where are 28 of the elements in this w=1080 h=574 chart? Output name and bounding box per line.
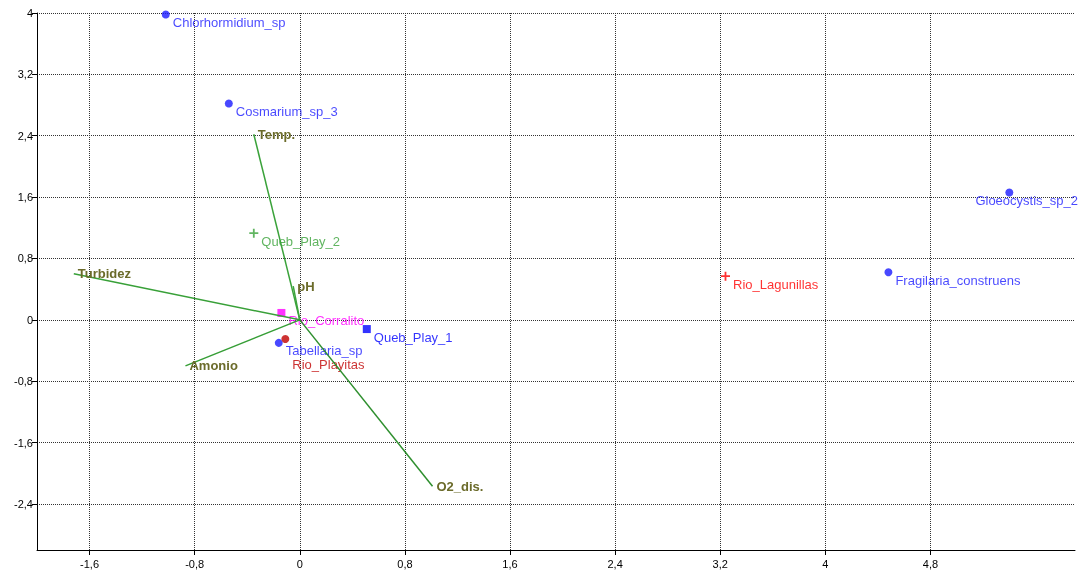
y-tick-label: 0,8 — [17, 252, 33, 265]
y-tick-label: -0,8 — [14, 375, 33, 388]
x-tick-label: 3,2 — [712, 557, 728, 570]
series-label: Temp. — [257, 126, 296, 142]
y-tick-label: 3,2 — [17, 68, 33, 81]
x-tick-label: 1,6 — [502, 557, 518, 570]
x-tick-label: 0 — [296, 557, 303, 570]
x-tick-label: 2,4 — [607, 557, 623, 570]
y-tick-label: 4 — [26, 7, 33, 19]
y-tick-label: 2,4 — [17, 129, 33, 142]
series-label: Fragilaria_construens — [895, 272, 1021, 288]
x-tick-label: 0,8 — [397, 557, 413, 570]
y-tick-label: 1,6 — [17, 191, 33, 204]
series-label: O2_dis. — [436, 478, 484, 494]
series-label: Chlorhormidium_sp — [172, 15, 286, 31]
y-tick-label: -1,6 — [14, 436, 33, 449]
series-label: Rio_Lagunillas — [733, 276, 819, 292]
x-tick-label: -0,8 — [185, 557, 205, 570]
x-tick-label: 4,8 — [922, 557, 939, 570]
series-label: Turbidez — [77, 266, 132, 282]
y-tick-label: -2,4 — [14, 497, 33, 510]
series-label: Gloeocystis_sp_2 — [975, 193, 1079, 209]
series-label: Amonio — [189, 358, 238, 374]
series-label: pH — [297, 278, 315, 294]
x-tick-label: -1,6 — [80, 557, 100, 570]
series-label: Queb_Play_1 — [373, 329, 453, 345]
series-label: Cosmarium_sp_3 — [235, 104, 338, 120]
x-tick-label: 4 — [822, 557, 829, 570]
